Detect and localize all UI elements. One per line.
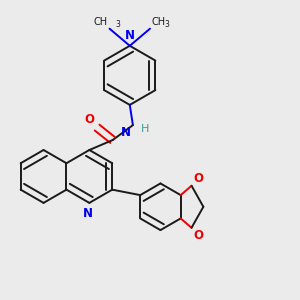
Text: N: N xyxy=(121,126,131,139)
Text: N: N xyxy=(83,207,93,220)
Text: 3: 3 xyxy=(164,20,169,29)
Text: O: O xyxy=(193,172,203,185)
Text: CH: CH xyxy=(94,17,108,27)
Text: CH: CH xyxy=(152,17,166,27)
Text: H: H xyxy=(141,124,149,134)
Text: O: O xyxy=(85,113,94,126)
Text: O: O xyxy=(193,229,203,242)
Text: 3: 3 xyxy=(116,20,121,29)
Text: N: N xyxy=(125,29,135,42)
